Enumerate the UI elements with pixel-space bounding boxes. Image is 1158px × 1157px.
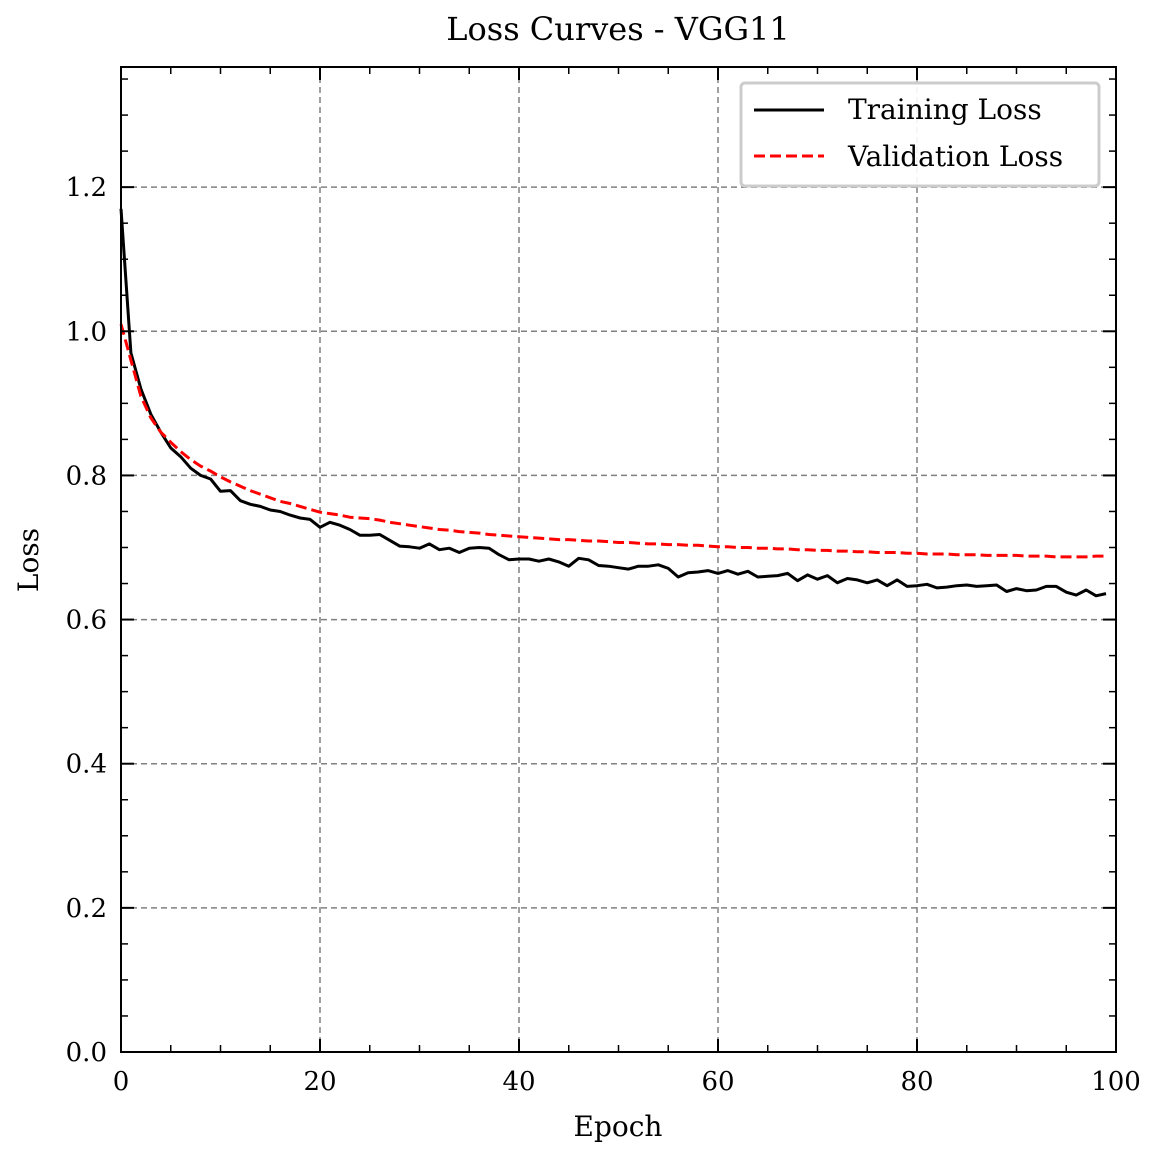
y-tick-label: 0.8 — [66, 461, 107, 491]
x-tick-labels: 0 20 40 60 80 100 — [113, 1067, 1141, 1097]
y-tick-label: 0.4 — [66, 750, 107, 780]
legend-label-validation: Validation Loss — [847, 140, 1063, 173]
grid-lines — [121, 67, 1116, 1052]
y-tick-label: 1.0 — [66, 317, 107, 347]
y-axis-label: Loss — [12, 528, 45, 592]
y-tick-labels: 0.0 0.2 0.4 0.6 0.8 1.0 1.2 — [66, 173, 107, 1068]
x-tick-label: 40 — [502, 1067, 535, 1097]
plot-frame — [120, 66, 1117, 1053]
training-loss-line — [119, 208, 1107, 598]
legend-label-training: Training Loss — [848, 93, 1042, 126]
x-tick-label: 20 — [303, 1067, 336, 1097]
x-tick-label: 60 — [701, 1067, 734, 1097]
y-tick-label: 1.2 — [66, 173, 107, 203]
x-axis-label: Epoch — [574, 1110, 663, 1143]
legend-box — [739, 81, 1101, 188]
y-tick-label: 0.6 — [66, 606, 107, 636]
x-tick-label: 0 — [113, 1067, 130, 1097]
y-tick-label: 0.2 — [66, 894, 107, 924]
y-tick-label: 0.0 — [66, 1038, 107, 1068]
validation-loss-line — [119, 323, 1106, 559]
x-tick-label: 80 — [900, 1067, 933, 1097]
plot-lines — [119, 208, 1107, 598]
legend: Training Loss Validation Loss — [739, 81, 1101, 188]
axis-ticks — [120, 67, 1117, 1053]
chart-title: Loss Curves - VGG11 — [446, 10, 789, 48]
x-tick-label: 100 — [1091, 1067, 1141, 1097]
